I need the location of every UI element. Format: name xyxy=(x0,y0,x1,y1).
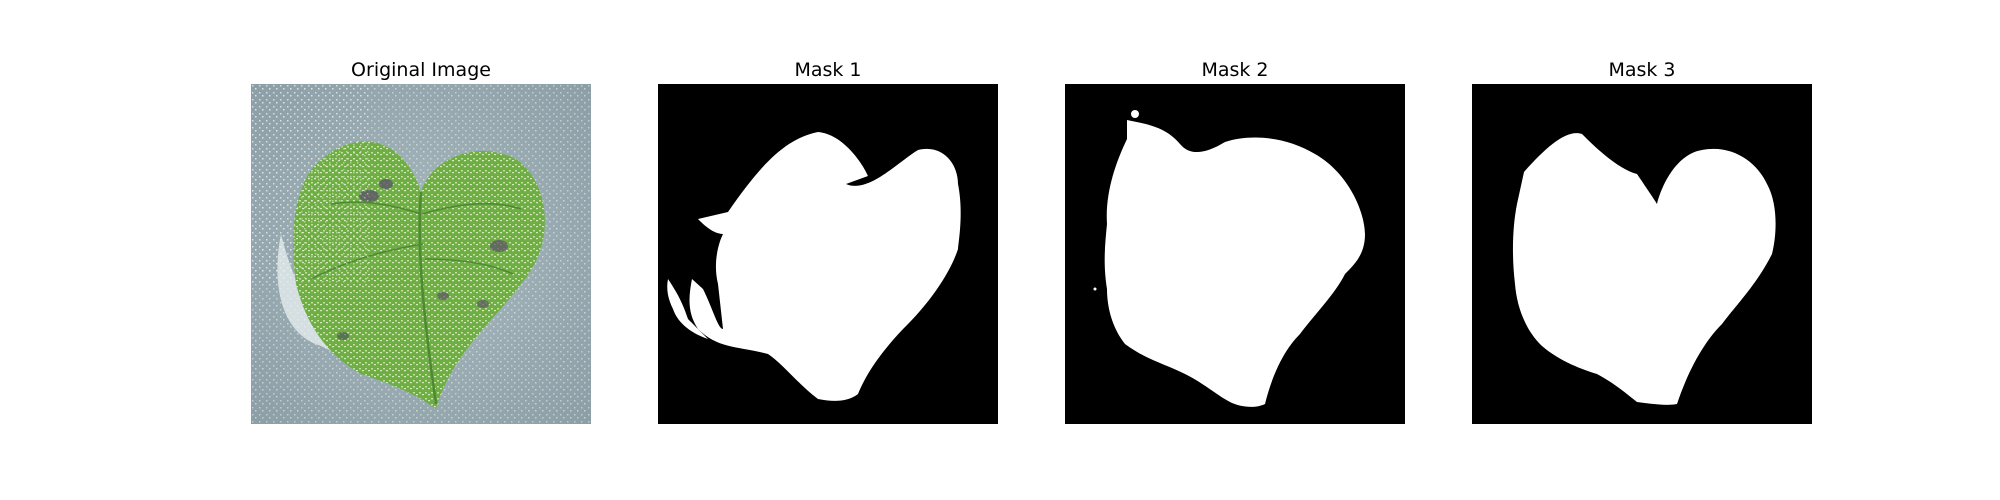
mask-2-shape xyxy=(1104,120,1365,407)
panel-title: Original Image xyxy=(351,59,491,81)
panel-mask-3: Mask 3 xyxy=(1472,56,1812,428)
mask-3-shape xyxy=(1512,133,1776,405)
panel-mask-1: Mask 1 xyxy=(658,56,998,428)
panel-title: Mask 1 xyxy=(794,59,862,81)
panel-title: Mask 2 xyxy=(1201,59,1269,81)
original-image xyxy=(251,84,591,424)
mask-3-image xyxy=(1472,84,1812,424)
mask-1-shape xyxy=(689,132,961,401)
panel-original-image: Original Image xyxy=(251,56,591,428)
mask-1-image xyxy=(658,84,998,424)
mask-2-image xyxy=(1065,84,1405,424)
panel-title: Mask 3 xyxy=(1608,59,1676,81)
panel-mask-2: Mask 2 xyxy=(1065,56,1405,428)
